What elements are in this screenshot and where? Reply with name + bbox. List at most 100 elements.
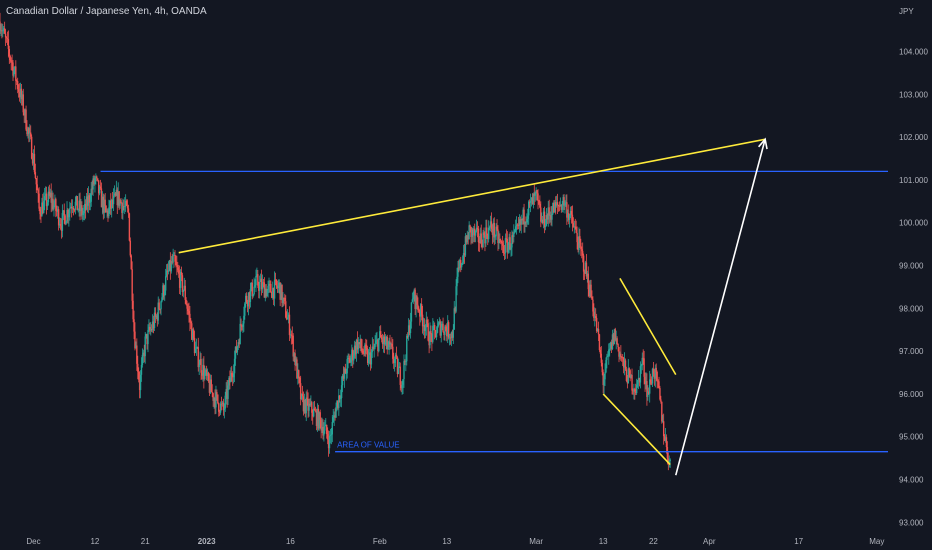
candle-body [133,319,135,332]
candle-body [178,270,180,274]
candle-body [240,323,242,326]
candle [614,327,616,342]
candle [654,364,656,388]
candle [515,216,518,235]
candle [563,194,565,210]
candle [387,340,389,350]
candle-body [244,303,246,316]
candle [437,321,440,328]
candle-body [281,284,283,304]
candle-body [364,344,366,354]
candle-body [433,325,435,326]
candle-body [217,394,219,404]
candle [358,342,360,349]
candle [441,321,443,331]
candle [287,312,290,324]
candle-body [363,353,365,355]
candle [399,362,401,391]
candle-body [310,402,312,405]
candle [145,333,147,339]
candle [202,358,204,382]
candle-body [458,267,460,269]
candle-body [578,236,580,250]
candle-body [176,265,178,268]
candle-body [7,39,10,49]
candle [432,318,434,344]
candle-body [114,193,117,196]
candle-body [76,196,78,211]
candle [396,356,399,378]
candle [648,387,650,395]
candle [361,339,363,355]
candle [219,401,222,415]
candle-body [264,288,266,298]
candle-body [519,219,522,225]
candle [149,322,151,335]
candle-body [591,296,593,300]
candle-body [345,373,347,375]
candle-body [171,261,173,263]
candle-body [4,33,7,38]
candle [524,221,526,233]
candle [41,197,43,217]
candle-body [286,317,289,320]
candle-body [592,299,594,312]
candle [351,344,353,366]
candle-body [395,354,398,358]
candle [11,54,13,71]
price-unit-label: JPY [899,7,914,16]
candle [61,204,64,238]
candle [201,370,203,380]
candle [453,301,455,330]
candle-body [212,393,214,401]
candle-body [350,357,352,363]
candle [383,331,386,354]
candle [49,188,51,198]
candle-body [599,350,602,354]
candle [91,180,93,195]
candle [608,343,610,365]
candle-body [265,288,267,297]
candle-body [498,239,500,243]
candle-body [454,308,456,312]
candle [589,279,591,298]
candle-body [32,153,35,164]
candle-body [606,356,608,361]
candle [177,261,179,273]
candle [377,338,379,357]
candle [347,353,349,369]
candle-body [654,367,656,379]
candle [416,292,418,310]
candle-body [467,235,469,240]
candle [180,266,183,282]
candle-body [415,295,417,310]
candle [380,325,382,338]
candle [549,211,551,223]
candle [151,314,154,333]
candle [606,353,608,369]
candle-body [269,283,271,285]
candle-body [625,369,628,382]
candle-body [194,348,197,354]
candle-body [191,329,194,340]
candle-body [261,282,264,290]
candle-body [225,389,227,396]
candle-body [546,215,549,220]
candle-body [57,209,59,212]
candle [353,340,356,359]
candle [327,430,330,457]
candle-body [30,132,32,137]
candle-body [541,219,544,223]
candle [500,238,502,245]
candle-body [411,299,414,303]
candle [433,320,435,331]
candle-body [229,377,231,383]
candle [13,66,15,78]
candle-body [25,109,27,130]
candle-body [465,236,468,243]
candle-body [486,227,488,236]
candle [521,218,523,225]
candle-body [166,270,169,272]
